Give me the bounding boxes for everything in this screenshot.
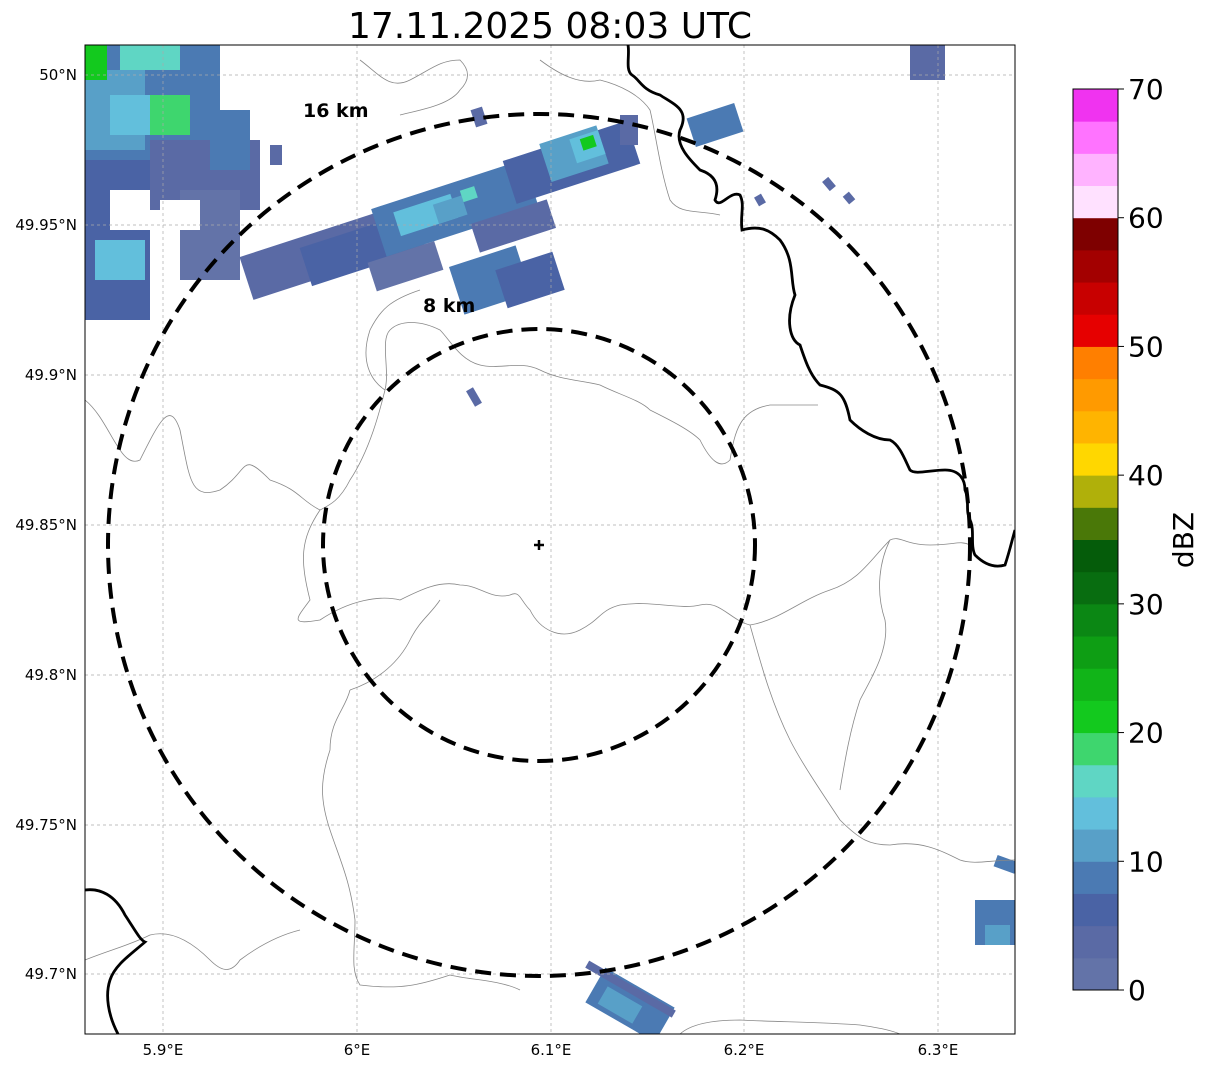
colorbar-segment (1073, 378, 1118, 412)
colorbar-segment (1073, 507, 1118, 540)
colorbar-segment (1073, 668, 1118, 701)
colorbar-segment (1073, 796, 1118, 830)
colorbar-tick-label: 10 (1128, 845, 1164, 878)
lat-tick-label: 49.85°N (15, 516, 77, 534)
map-gridlines (85, 45, 1015, 1034)
colorbar-segment (1073, 571, 1118, 605)
lon-axis-labels: 5.9°E 6°E 6.1°E 6.2°E 6.3°E (143, 1041, 959, 1059)
colorbar-segment (1073, 539, 1118, 573)
colorbar-segment (1073, 153, 1118, 187)
colorbar-segment (1073, 410, 1118, 444)
echo-band-north (239, 120, 641, 300)
colorbar-tick-label: 20 (1128, 717, 1164, 750)
colorbar-segment (1073, 217, 1118, 251)
colorbar-segment (1073, 893, 1118, 927)
colorbar-tick-label: 60 (1128, 202, 1164, 235)
colorbar-frame (1072, 88, 1119, 991)
colorbar-segment (1073, 282, 1118, 315)
radar-site-marker (534, 540, 544, 550)
range-ring-8km (321, 327, 757, 763)
lat-tick-label: 49.7°N (25, 965, 77, 983)
colorbar-tick-label: 70 (1128, 73, 1164, 106)
colorbar-segment (1073, 925, 1118, 959)
map-frame (84, 44, 1016, 1035)
colorbar-segment (1073, 700, 1118, 734)
colorbar-tick-label: 30 (1128, 588, 1164, 621)
colorbar-segment (1073, 314, 1118, 347)
colorbar-segment (1073, 249, 1118, 283)
reflectivity-echoes (85, 45, 1015, 1034)
lat-tick-label: 49.8°N (25, 666, 77, 684)
colorbar-label: dBZ (1167, 512, 1200, 568)
lat-tick-label: 49.9°N (25, 366, 77, 384)
colorbar-tick-label: 0 (1128, 974, 1146, 1007)
colorbar-tick-label: 40 (1128, 459, 1164, 492)
map-title: 17.11.2025 08:03 UTC (348, 6, 752, 47)
colorbar-tick-label: 50 (1128, 330, 1164, 363)
map-panel: 16 km 8 km (84, 44, 1016, 1035)
colorbar: 0 10 20 30 40 50 60 70 dBZ (1072, 73, 1200, 1007)
colorbar-segment (1073, 829, 1118, 862)
range-rings (106, 112, 972, 978)
lat-tick-label: 49.75°N (15, 816, 77, 834)
lon-tick-label: 6.1°E (531, 1041, 572, 1059)
admin-boundaries (85, 59, 1015, 1034)
range-ring-label-8km: 8 km (423, 295, 475, 317)
colorbar-segment (1073, 442, 1118, 476)
colorbar-segment (1073, 346, 1118, 380)
lat-axis-labels: 50°N 49.95°N 49.9°N 49.85°N 49.8°N 49.75… (15, 66, 77, 983)
colorbar-segment (1073, 121, 1118, 154)
range-ring-label-16km: 16 km (303, 100, 369, 122)
lat-tick-label: 49.95°N (15, 216, 77, 234)
national-borders (85, 45, 1015, 1034)
colorbar-segment (1073, 475, 1118, 508)
lon-tick-label: 5.9°E (143, 1041, 184, 1059)
range-ring-16km (106, 112, 972, 978)
colorbar-segment (1073, 732, 1118, 766)
echo-band-northwest (85, 45, 282, 320)
colorbar-segment (1073, 185, 1118, 219)
colorbar-ticks: 0 10 20 30 40 50 60 70 (1118, 73, 1164, 1007)
colorbar-segment (1073, 957, 1118, 991)
colorbar-segment (1073, 89, 1118, 122)
colorbar-segment (1073, 603, 1118, 637)
colorbar-segments (1073, 89, 1118, 991)
lat-tick-label: 50°N (39, 66, 77, 84)
colorbar-segment (1073, 764, 1118, 798)
lon-tick-label: 6°E (344, 1041, 371, 1059)
lon-tick-label: 6.2°E (724, 1041, 765, 1059)
colorbar-segment (1073, 636, 1118, 669)
colorbar-segment (1073, 861, 1118, 894)
lon-tick-label: 6.3°E (918, 1041, 959, 1059)
